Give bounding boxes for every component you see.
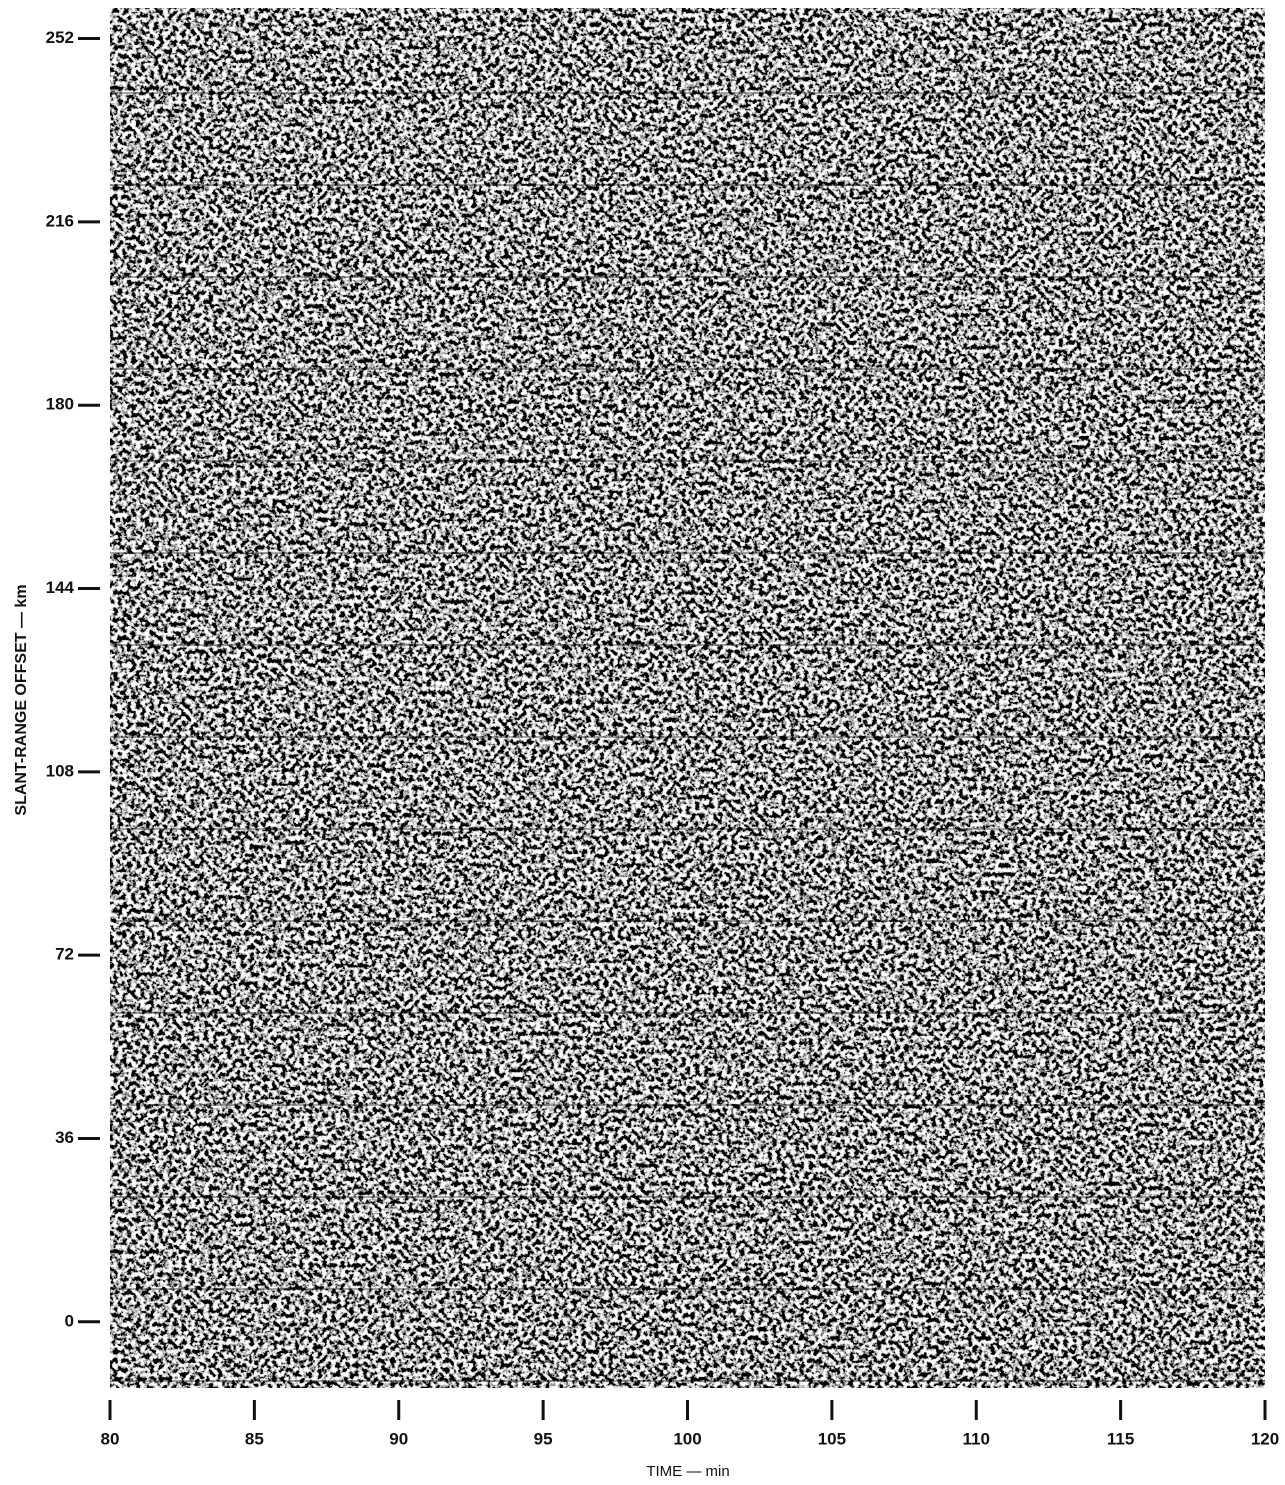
y-tick-label: 252	[46, 28, 74, 47]
x-axis-label: TIME — min	[646, 1463, 729, 1480]
radar-image	[110, 8, 1265, 1388]
x-tick-label: 80	[101, 1429, 120, 1448]
y-tick-label: 0	[65, 1311, 74, 1330]
y-axis-label: SLANT-RANGE OFFSET — km	[13, 584, 30, 815]
y-tick-label: 72	[55, 945, 74, 964]
x-tick-label: 110	[963, 1429, 990, 1448]
y-tick-label: 108	[46, 761, 74, 780]
x-tick-label: 105	[818, 1429, 846, 1448]
y-tick-label: 216	[46, 211, 74, 230]
x-tick-label: 120	[1251, 1429, 1279, 1448]
x-tick-label: 115	[1107, 1429, 1134, 1448]
x-tick-label: 95	[534, 1429, 553, 1448]
y-tick-label: 144	[46, 578, 75, 597]
y-tick-label: 180	[46, 395, 74, 414]
scan-lines	[110, 8, 1265, 1388]
x-tick-label: 90	[389, 1429, 408, 1448]
y-tick-label: 36	[55, 1128, 74, 1147]
x-tick-label: 100	[673, 1429, 701, 1448]
x-tick-label: 85	[245, 1429, 264, 1448]
